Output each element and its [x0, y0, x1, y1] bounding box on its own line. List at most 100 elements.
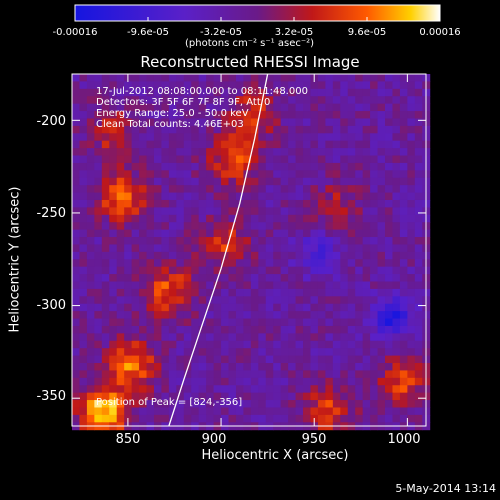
solar-limb-line: [168, 73, 269, 427]
heatmap-cell: [183, 96, 192, 105]
heatmap-cell: [109, 274, 118, 282]
heatmap-cell: [235, 170, 244, 179]
heatmap-cell: [288, 111, 297, 119]
heatmap-cell: [258, 185, 267, 194]
heatmap-cell: [414, 133, 423, 142]
heatmap-cell: [161, 400, 170, 408]
heatmap-cell: [340, 199, 349, 208]
heatmap-cell: [79, 222, 88, 231]
heatmap-cell: [94, 148, 103, 157]
heatmap-cell: [228, 155, 237, 164]
heatmap-cell: [213, 340, 222, 349]
heatmap-cell: [347, 118, 356, 127]
heatmap-cell: [213, 266, 222, 275]
heatmap-cell: [265, 325, 274, 334]
heatmap-cell: [407, 170, 416, 179]
heatmap-cell: [243, 281, 252, 290]
heatmap-cell: [183, 118, 192, 127]
heatmap-cell: [347, 199, 356, 208]
heatmap-cell: [72, 340, 80, 349]
heatmap-cell: [168, 237, 177, 245]
heatmap-cell: [362, 377, 371, 386]
heatmap-cell: [362, 274, 371, 282]
heatmap-cell: [191, 377, 200, 386]
heatmap-cell: [146, 192, 155, 201]
heatmap-cell: [109, 266, 118, 275]
heatmap-cell: [235, 340, 244, 349]
heatmap-cell: [109, 111, 118, 119]
heatmap-cell: [94, 199, 103, 208]
heatmap-cell: [109, 74, 118, 82]
heatmap-cell: [206, 229, 215, 238]
x-tick-label: 900: [201, 432, 227, 447]
heatmap-cell: [399, 311, 408, 320]
heatmap-cell: [392, 340, 401, 349]
heatmap-cell: [347, 259, 356, 268]
heatmap-cell: [206, 125, 215, 134]
heatmap-cell: [131, 333, 140, 342]
heatmap-cell: [414, 148, 423, 157]
heatmap-cell: [332, 237, 341, 245]
heatmap-cell: [235, 237, 244, 245]
heatmap-cell: [355, 311, 364, 320]
heatmap-cell: [340, 407, 349, 416]
heatmap-cell: [176, 251, 185, 260]
heatmap-cell: [280, 296, 289, 305]
heatmap-cell: [288, 311, 297, 320]
heatmap-cell: [124, 400, 133, 408]
heatmap-cell: [79, 303, 88, 312]
heatmap-cell: [392, 140, 401, 149]
heatmap-cell: [213, 281, 222, 290]
heatmap-cell: [325, 207, 334, 216]
heatmap-cell: [153, 303, 162, 312]
heatmap-cell: [131, 348, 140, 357]
heatmap-cell: [362, 311, 371, 320]
heatmap-cell: [72, 266, 80, 275]
heatmap-cell: [139, 111, 148, 119]
heatmap-cell: [124, 81, 133, 90]
heatmap-cell: [250, 288, 259, 297]
heatmap-cell: [317, 74, 326, 82]
heatmap-cell: [414, 74, 423, 82]
heatmap-cell: [183, 333, 192, 342]
heatmap-cell: [355, 118, 364, 127]
heatmap-cell: [407, 355, 416, 364]
heatmap-cell: [317, 266, 326, 275]
heatmap-cell: [72, 229, 80, 238]
heatmap-cell: [303, 311, 311, 320]
heatmap-cell: [407, 385, 416, 394]
heatmap-cell: [213, 207, 222, 216]
heatmap-cell: [265, 170, 274, 179]
heatmap-cell: [72, 185, 80, 194]
heatmap-cell: [340, 303, 349, 312]
heatmap-cell: [146, 185, 155, 194]
heatmap-cell: [377, 325, 386, 334]
heatmap-cell: [131, 229, 140, 238]
heatmap-cell: [221, 229, 230, 238]
heatmap-cell: [399, 325, 408, 334]
heatmap-cell: [153, 251, 162, 260]
heatmap-cell: [280, 363, 289, 371]
annotation-time-range: 17-Jul-2012 08:08:00.000 to 08:11:48.000: [96, 86, 308, 97]
heatmap-cell: [116, 370, 125, 379]
heatmap-cell: [131, 318, 140, 327]
heatmap-cell: [250, 199, 259, 208]
heatmap-cell: [414, 192, 423, 201]
heatmap-cell: [153, 363, 162, 371]
heatmap-cell: [273, 214, 282, 223]
heatmap-cell: [72, 414, 80, 423]
heatmap-cell: [385, 155, 393, 164]
heatmap-cell: [228, 370, 237, 379]
heatmap-cell: [243, 214, 252, 223]
heatmap-cell: [153, 155, 162, 164]
heatmap-cell: [213, 333, 222, 342]
heatmap-cell: [116, 348, 125, 357]
heatmap-cell: [310, 281, 319, 290]
heatmap-cell: [183, 296, 192, 305]
heatmap-cell: [168, 325, 177, 334]
heatmap-cell: [399, 400, 408, 408]
heatmap-cell: [243, 363, 252, 371]
heatmap-cell: [206, 81, 215, 90]
heatmap-cell: [235, 385, 244, 394]
heatmap-cell: [310, 333, 319, 342]
